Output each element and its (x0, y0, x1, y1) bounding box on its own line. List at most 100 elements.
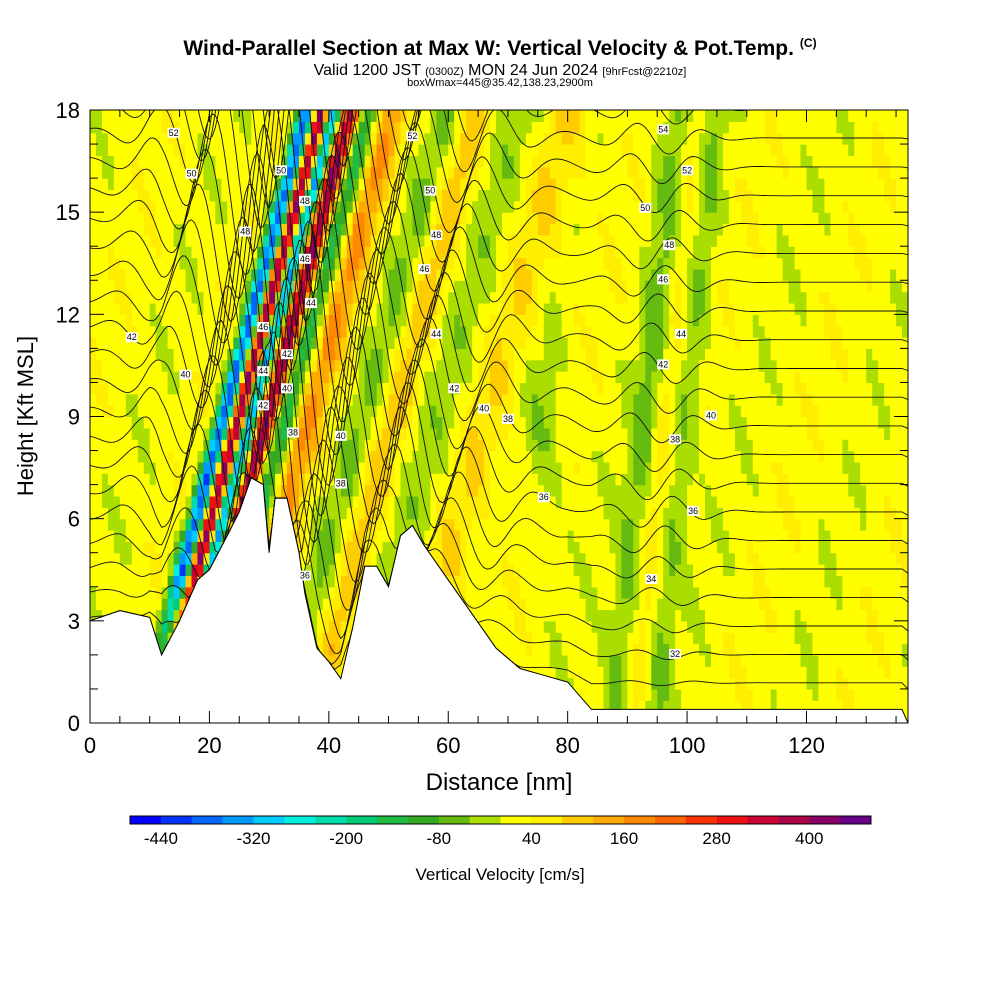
velocity-cell (478, 291, 485, 304)
velocity-cell (597, 530, 605, 542)
velocity-cell (167, 473, 175, 486)
velocity-cell (418, 189, 425, 202)
velocity-cell (454, 473, 461, 486)
velocity-cell (496, 632, 503, 645)
velocity-cell (490, 155, 497, 168)
velocity-cell (275, 461, 282, 474)
velocity-cell (251, 450, 258, 463)
velocity-cell (322, 110, 330, 122)
velocity-cell (346, 234, 354, 247)
velocity-cell (358, 223, 366, 236)
velocity-cell (298, 144, 306, 157)
velocity-cell (484, 507, 491, 520)
velocity-cell (454, 495, 461, 508)
velocity-cell (352, 393, 360, 406)
velocity-cell (179, 450, 187, 463)
velocity-cell (352, 382, 360, 395)
velocity-cell (478, 450, 485, 463)
velocity-cell (472, 166, 479, 179)
velocity-cell (430, 507, 437, 520)
velocity-cell (496, 223, 503, 236)
velocity-cell (370, 416, 378, 429)
velocity-cell (561, 518, 569, 531)
velocity-cell (328, 609, 336, 622)
velocity-cell (448, 212, 455, 225)
velocity-cell (328, 212, 336, 225)
velocity-cell (418, 314, 425, 327)
velocity-cell (627, 359, 634, 372)
velocity-cell (478, 416, 485, 429)
velocity-cell (125, 348, 133, 361)
velocity-cell (257, 461, 264, 474)
velocity-cell (466, 541, 473, 554)
velocity-cell (221, 393, 228, 406)
velocity-cell (310, 178, 318, 191)
velocity-cell (382, 507, 390, 520)
velocity-cell (585, 189, 593, 202)
velocity-cell (615, 598, 622, 611)
velocity-cell (394, 178, 402, 191)
velocity-cell (406, 178, 414, 191)
velocity-cell (460, 371, 467, 384)
velocity-cell (340, 586, 348, 599)
velocity-cell (585, 575, 593, 588)
velocity-cell (191, 110, 199, 122)
velocity-cell (113, 564, 121, 577)
velocity-cell (615, 223, 622, 236)
velocity-cell (227, 223, 234, 236)
velocity-cell (549, 507, 557, 520)
velocity-cell (573, 348, 581, 361)
velocity-cell (310, 223, 318, 236)
velocity-cell (370, 144, 378, 157)
velocity-cell (310, 439, 318, 452)
velocity-cell (304, 314, 312, 327)
velocity-cell (322, 609, 330, 622)
velocity-cell (113, 473, 121, 486)
velocity-cell (215, 371, 222, 384)
velocity-cell (131, 518, 139, 531)
velocity-cell (430, 518, 437, 531)
velocity-cell (358, 461, 366, 474)
velocity-cell (501, 178, 509, 191)
velocity-cell (639, 598, 646, 611)
velocity-cell (639, 700, 646, 713)
velocity-cell (430, 484, 437, 497)
velocity-cell (179, 121, 187, 134)
velocity-cell (579, 382, 587, 395)
velocity-cell (167, 325, 175, 338)
velocity-cell (436, 348, 443, 361)
velocity-cell (137, 586, 145, 599)
velocity-cell (478, 223, 485, 236)
velocity-cell (543, 461, 551, 474)
velocity-cell (543, 200, 551, 213)
velocity-cell (436, 223, 443, 236)
velocity-cell (603, 280, 611, 293)
velocity-cell (418, 144, 425, 157)
velocity-cell (173, 200, 181, 213)
velocity-cell (496, 495, 503, 508)
velocity-cell (185, 246, 193, 259)
velocity-cell (555, 166, 563, 179)
velocity-cell (95, 348, 103, 361)
velocity-cell (466, 427, 473, 440)
velocity-cell (310, 189, 318, 202)
velocity-cell (621, 654, 628, 667)
velocity-cell (269, 348, 276, 361)
velocity-cell (119, 507, 127, 520)
velocity-cell (304, 450, 312, 463)
velocity-cell (633, 575, 640, 588)
velocity-cell (633, 325, 640, 338)
velocity-cell (251, 302, 258, 315)
velocity-cell (131, 325, 139, 338)
velocity-cell (633, 314, 640, 327)
velocity-cell (113, 371, 121, 384)
velocity-cell (167, 427, 175, 440)
velocity-cell (424, 507, 431, 520)
velocity-cell (90, 155, 97, 168)
velocity-cell (125, 427, 133, 440)
velocity-cell (484, 144, 491, 157)
velocity-cell (131, 268, 139, 281)
velocity-cell (334, 552, 342, 565)
velocity-cell (430, 155, 437, 168)
velocity-cell (585, 325, 593, 338)
